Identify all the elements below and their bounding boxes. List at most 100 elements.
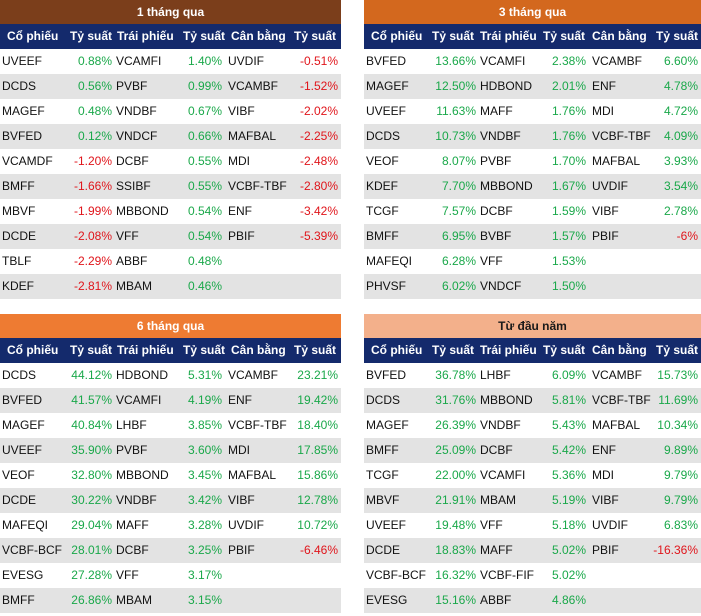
cell-stock-code: MAGEF <box>2 104 45 118</box>
cell-stock-return: -1.20% <box>73 154 112 168</box>
cell-bond-code: DCBF <box>480 443 513 457</box>
cell-stock-return: 25.09% <box>435 443 476 457</box>
cell-balanced-return: 15.86% <box>297 468 338 482</box>
column-header-stock-code: Cổ phiếu <box>7 29 59 43</box>
cell-bond-return: 0.67% <box>187 104 222 118</box>
cell-balanced-return: 2.78% <box>663 204 698 218</box>
cell-balanced-code: VIBF <box>228 104 255 118</box>
cell-balanced-return: 11.69% <box>658 393 698 407</box>
cell-balanced-return: -6.46% <box>299 543 338 557</box>
cell-balanced-code: MAFBAL <box>228 129 277 143</box>
cell-bond-return: 2.01% <box>551 79 586 93</box>
cell-stock-code: BMFF <box>366 443 399 457</box>
cell-bond-code: MAFF <box>116 518 149 532</box>
cell-balanced-code: VCAMBF <box>228 79 279 93</box>
table-row: DCDE 30.22% VNDBF 3.42% VIBF 12.78% <box>0 488 341 513</box>
cell-bond-return: 5.19% <box>551 493 586 507</box>
column-header-stock-return: Tỷ suất <box>432 29 475 43</box>
cell-stock-return: 18.83% <box>435 543 476 557</box>
column-header-bond-code: Trái phiếu <box>480 343 537 357</box>
cell-bond-return: 3.45% <box>187 468 222 482</box>
cell-stock-return: 40.84% <box>71 418 112 432</box>
cell-bond-return: 3.60% <box>187 443 222 457</box>
cell-bond-return: 1.53% <box>551 254 586 268</box>
cell-stock-code: VEOF <box>2 468 35 482</box>
column-header-balanced-return: Tỷ suất <box>294 29 337 43</box>
cell-stock-code: DCDS <box>2 368 37 382</box>
cell-stock-return: 7.57% <box>441 204 476 218</box>
cell-stock-code: VCBF-BCF <box>366 568 426 582</box>
table-row: DCDS 44.12% HDBOND 5.31% VCAMBF 23.21% <box>0 363 341 388</box>
cell-bond-code: VFF <box>480 254 503 268</box>
cell-stock-code: UVEEF <box>366 104 407 118</box>
cell-stock-return: 44.12% <box>71 368 112 382</box>
cell-stock-code: MAGEF <box>366 79 409 93</box>
cell-stock-return: 15.16% <box>435 593 476 607</box>
cell-bond-code: ABBF <box>116 254 148 268</box>
column-header-stock-code: Cổ phiếu <box>371 343 423 357</box>
cell-bond-return: 3.15% <box>187 593 222 607</box>
cell-bond-code: MBBOND <box>480 179 533 193</box>
cell-bond-code: MBBOND <box>116 468 169 482</box>
cell-stock-return: 0.56% <box>77 79 112 93</box>
cell-balanced-return: 4.72% <box>663 104 698 118</box>
column-header-bond-code: Trái phiếu <box>480 29 537 43</box>
cell-stock-return: -2.29% <box>73 254 112 268</box>
cell-stock-code: TBLF <box>2 254 32 268</box>
table-row: MAFEQI 29.04% MAFF 3.28% UVDIF 10.72% <box>0 513 341 538</box>
cell-bond-code: MAFF <box>480 543 513 557</box>
cell-bond-code: MBAM <box>480 493 516 507</box>
cell-balanced-return: -1.52% <box>299 79 338 93</box>
cell-bond-code: VNDCF <box>480 279 522 293</box>
cell-stock-return: 27.28% <box>71 568 112 582</box>
cell-bond-code: VCAMFI <box>480 54 526 68</box>
cell-stock-return: 16.32% <box>435 568 476 582</box>
cell-balanced-return: -16.36% <box>653 543 698 557</box>
cell-stock-code: UVEEF <box>366 518 407 532</box>
column-header-stock-return: Tỷ suất <box>70 343 113 357</box>
cell-bond-code: MBBOND <box>116 204 169 218</box>
cell-balanced-return: 6.60% <box>663 54 698 68</box>
column-header-stock-return: Tỷ suất <box>432 343 475 357</box>
table-row: VEOF 32.80% MBBOND 3.45% MAFBAL 15.86% <box>0 463 341 488</box>
cell-balanced-code: PBIF <box>228 229 255 243</box>
cell-bond-return: 4.19% <box>187 393 222 407</box>
column-header-bond-return: Tỷ suất <box>543 343 586 357</box>
table-row: VEOF 8.07% PVBF 1.70% MAFBAL 3.93% <box>364 149 701 174</box>
cell-balanced-code: VCAMBF <box>592 368 643 382</box>
table-row: UVEEF 19.48% VFF 5.18% UVDIF 6.83% <box>364 513 701 538</box>
cell-stock-return: 10.73% <box>435 129 476 143</box>
cell-bond-code: PVBF <box>480 154 512 168</box>
cell-balanced-code: MDI <box>592 104 614 118</box>
cell-bond-code: ABBF <box>480 593 512 607</box>
cell-balanced-return: 9.89% <box>663 443 698 457</box>
cell-stock-code: MAGEF <box>366 418 409 432</box>
cell-balanced-code: VIBF <box>228 493 255 507</box>
cell-bond-return: 3.85% <box>187 418 222 432</box>
cell-stock-code: VCBF-BCF <box>2 543 62 557</box>
cell-stock-code: DCDE <box>2 229 37 243</box>
table-row: BVFED 36.78% LHBF 6.09% VCAMBF 15.73% <box>364 363 701 388</box>
cell-stock-code: BMFF <box>2 593 35 607</box>
cell-stock-code: UVEEF <box>2 54 43 68</box>
cell-bond-code: VFF <box>116 229 139 243</box>
cell-stock-return: 0.12% <box>77 129 112 143</box>
table-row: BMFF 26.86% MBAM 3.15% <box>0 588 341 613</box>
cell-bond-code: HDBOND <box>116 368 169 382</box>
cell-stock-code: MBVF <box>366 493 400 507</box>
column-header-bond-return: Tỷ suất <box>183 343 226 357</box>
column-header-balanced-return: Tỷ suất <box>656 29 699 43</box>
cell-bond-code: VCAMFI <box>116 54 162 68</box>
cell-balanced-return: 4.09% <box>663 129 698 143</box>
cell-bond-return: 0.54% <box>187 229 222 243</box>
cell-stock-return: -2.08% <box>73 229 112 243</box>
panel-3-tháng-qua: 3 tháng qua Cổ phiếu Tỷ suất Trái phiếu Tỷ s… <box>364 0 701 299</box>
cell-balanced-return: 15.73% <box>657 368 698 382</box>
cell-bond-return: 1.59% <box>551 204 586 218</box>
cell-balanced-code: VIBF <box>592 204 619 218</box>
cell-balanced-code: MAFBAL <box>228 468 277 482</box>
cell-stock-return: 22.00% <box>435 468 476 482</box>
cell-bond-code: PVBF <box>116 79 148 93</box>
cell-stock-code: VEOF <box>366 154 399 168</box>
cell-bond-return: 1.57% <box>551 229 586 243</box>
